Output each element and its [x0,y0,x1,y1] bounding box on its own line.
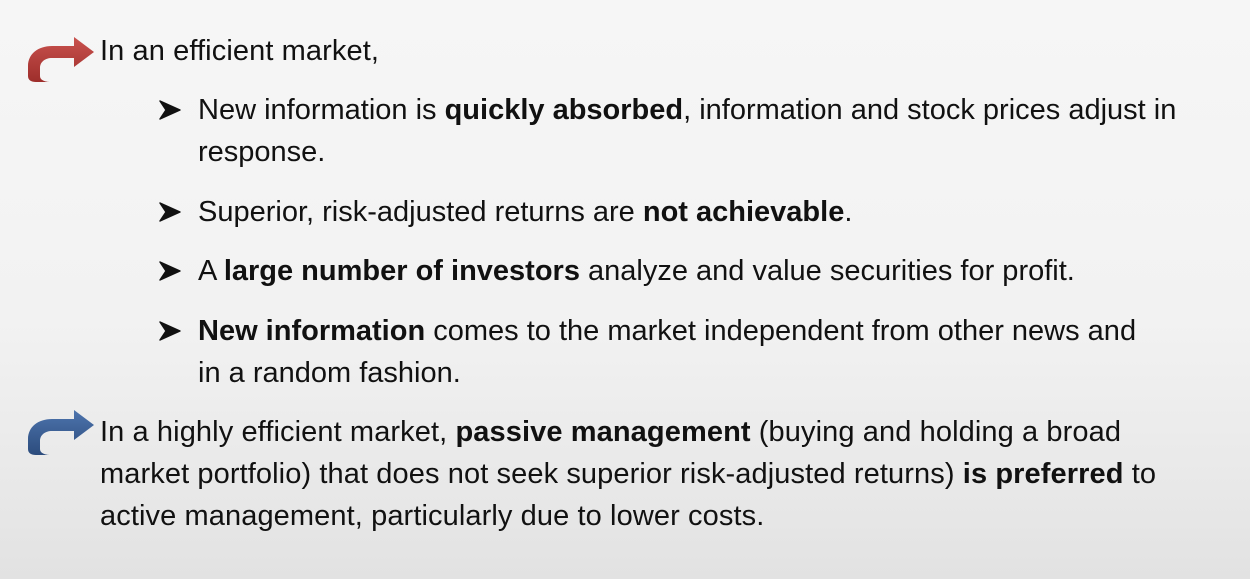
bullet-text-bold: not achievable [642,196,845,228]
conclusion-text-plain: (buying and holding a broad market portf… [100,416,1122,490]
bullet-text-plain: analyze and value securities for profit. [579,255,1075,287]
conclusion-text-bold: passive management [455,416,751,448]
bullet-text-plain: , information and stock prices adjust in… [198,94,1177,168]
bullet-item-1: New information is quickly absorbed, inf… [158,89,1188,173]
bullet-item-4: New information comes to the market inde… [158,310,1188,394]
bullet-text-1: New information is quickly absorbed, inf… [198,89,1188,173]
bullet-text-plain: . [844,196,853,228]
bullet-text-bold: New information [198,315,426,347]
conclusion-text-plain: In a highly efficient market, [100,416,456,448]
bullet-text-2: Superior, risk-adjusted returns are not … [198,191,1188,233]
bullet-text-3: A large number of investors analyze and … [198,250,1188,292]
arrowhead-bullet-icon [159,321,181,341]
conclusion-text-plain: to active management, particularly due t… [100,458,1157,532]
bullet-item-2: Superior, risk-adjusted returns are not … [158,191,1188,233]
arrowhead-bullet-icon [159,202,181,222]
bullet-text-bold: quickly absorbed [444,94,684,126]
bullet-text-4: New information comes to the market inde… [198,310,1138,394]
bullet-text-plain: A [198,255,224,287]
arrowhead-bullet-icon [159,100,181,120]
bullet-text-plain: Superior, risk-adjusted returns are [198,196,643,228]
bullet-text-bold: large number of investors [223,255,580,287]
arrowhead-bullet-icon [159,261,181,281]
conclusion-text: In a highly efficient market, passive ma… [100,411,1160,537]
conclusion-text-bold: is preferred [962,458,1124,490]
bullet-text-plain: comes to the market independent from oth… [198,315,1137,389]
bullet-item-3: A large number of investors analyze and … [158,250,1188,292]
intro-text-content: In an efficient market, [100,35,380,67]
red-curved-arrow-icon [28,37,94,82]
intro-text: In an efficient market, [100,30,379,72]
blue-curved-arrow-icon [28,410,94,455]
bullet-text-plain: New information is [198,94,445,126]
